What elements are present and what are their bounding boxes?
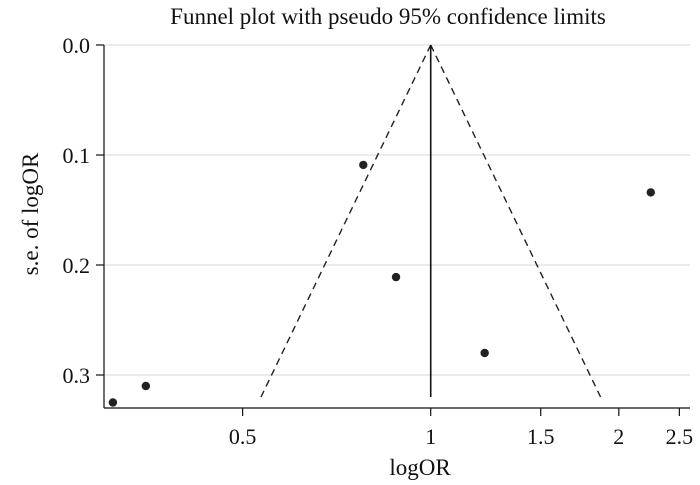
x-axis-ticks: 0.5 1 1.5 2 2.5 — [229, 408, 693, 449]
x-tick-label-2: 1.5 — [527, 424, 555, 449]
data-point-4 — [391, 272, 401, 282]
y-axis-label: s.e. of logOR — [18, 152, 43, 275]
y-axis-ticks: 0.0 0.1 0.2 0.3 — [63, 33, 104, 388]
x-axis-label: logOR — [389, 455, 451, 480]
data-point-6 — [646, 188, 655, 197]
x-tick-label-3: 2 — [613, 424, 624, 449]
data-point-3 — [359, 160, 368, 170]
left-confidence-limit — [260, 44, 432, 398]
y-tick-label-3: 0.3 — [63, 363, 91, 388]
y-tick-label-1: 0.1 — [63, 143, 91, 168]
funnel-lines — [260, 44, 602, 398]
x-tick-label-1: 1 — [425, 424, 436, 449]
data-points — [108, 160, 655, 407]
data-point-2 — [141, 381, 151, 391]
x-tick-label-4: 2.5 — [666, 424, 694, 449]
chart-title: Funnel plot with pseudo 95% confidence l… — [170, 4, 606, 29]
y-tick-label-0: 0.0 — [63, 33, 91, 58]
right-confidence-limit — [430, 44, 602, 398]
gridlines — [104, 44, 690, 376]
y-tick-label-2: 0.2 — [63, 253, 91, 278]
data-point-5 — [480, 348, 489, 358]
x-tick-label-0: 0.5 — [229, 424, 257, 449]
data-point-1 — [108, 398, 118, 407]
